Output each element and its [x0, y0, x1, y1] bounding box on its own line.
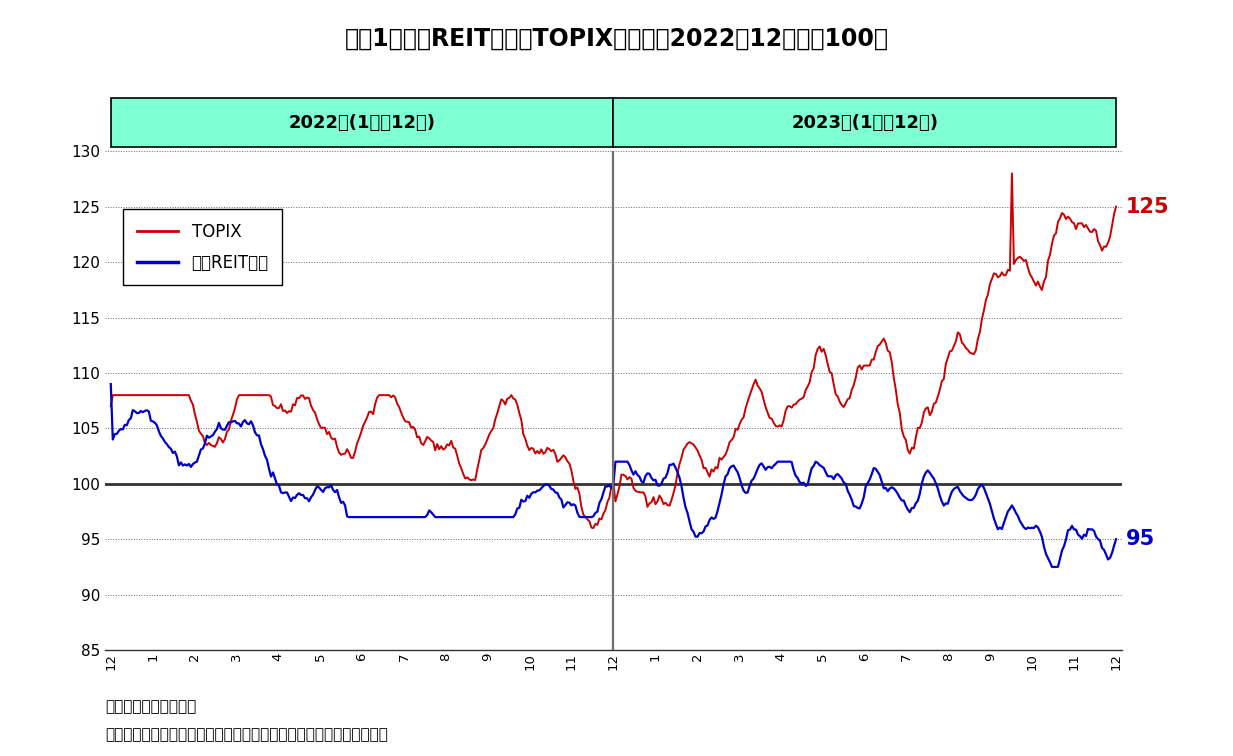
Text: （注）配当除きの指数: （注）配当除きの指数 [105, 699, 196, 714]
Text: 図袅1：東証REIT指数とTOPIXの推移（2022年12月末＝100）: 図袅1：東証REIT指数とTOPIXの推移（2022年12月末＝100） [344, 26, 889, 51]
Legend: TOPIX, 東証REIT指数: TOPIX, 東証REIT指数 [123, 209, 282, 286]
Text: 95: 95 [1126, 529, 1155, 550]
Text: 2022年(1月～12月): 2022年(1月～12月) [289, 114, 435, 132]
Text: 125: 125 [1126, 197, 1170, 217]
Text: 2023年(1月～12月): 2023年(1月～12月) [792, 114, 938, 132]
Text: （出所）東京証券取引所のデータをもとにニッセイ基礎研究所が作成: （出所）東京証券取引所のデータをもとにニッセイ基礎研究所が作成 [105, 727, 387, 742]
